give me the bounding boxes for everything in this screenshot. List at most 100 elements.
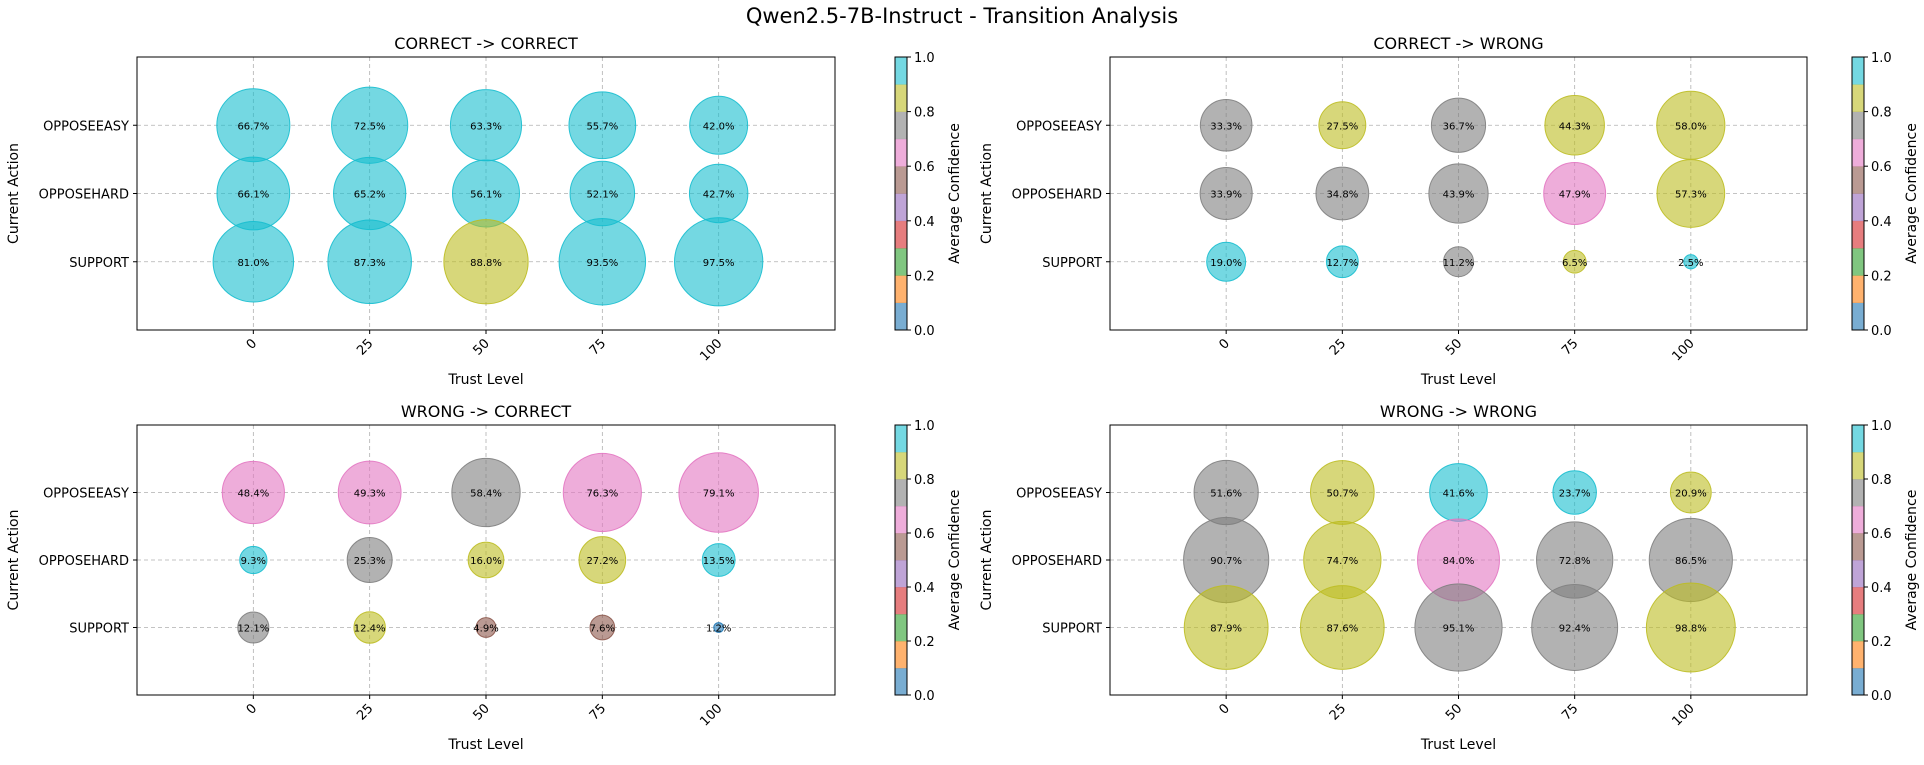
panel-correct-wrong: CORRECT -> WRONG 33.3% 27.5% 36.7% 44.3% 58.0… [979,34,1920,388]
bubble-label: 97.5% [703,258,735,269]
bubble [1414,583,1503,672]
bubble [1443,246,1474,278]
colorbar-frame [894,56,908,331]
bubble-label: 95.1% [1443,624,1475,635]
y-tick-label: SUPPORT [69,256,129,271]
x-tick-label: 75 [1559,701,1581,723]
bubble-label: 52.1% [586,190,618,201]
colorbar-segment [895,111,907,140]
colorbar-frame [1851,424,1865,696]
bubble [1543,162,1607,225]
bubble-label: 87.9% [1210,624,1242,635]
bubble [1531,584,1619,671]
panel-title: CORRECT -> WRONG [1373,34,1543,53]
bubble-label: 93.5% [586,258,618,269]
colorbar-segment [1852,220,1864,249]
colorbar-segment [895,668,907,696]
bubble [713,622,725,633]
bubble-label: 34.8% [1326,190,1358,201]
colorbar-segment [895,302,907,331]
bubble-label: 56.1% [470,190,502,201]
bubble-label: 33.9% [1210,190,1242,201]
panel-wrong-correct: WRONG -> CORRECT 48.4% 49.3% 58.4% 76.3% 79.1… [6,402,963,753]
bubble-label: 58.4% [470,489,502,500]
colorbar-segment [895,614,907,642]
bubble-label: 98.8% [1675,624,1707,635]
colorbar: 0.0 0.2 0.4 0.6 0.8 1.0 Average Confidence [894,51,963,339]
bubble [578,536,627,584]
bubble [239,545,268,575]
bubble [1552,470,1597,515]
bubble [443,219,529,305]
colorbar-segment [1852,275,1864,303]
bubble-label: 12.4% [354,624,386,635]
x-tick-label: 0 [244,701,260,717]
colorbar-label: Average Confidence [1904,123,1920,264]
y-tick-label: SUPPORT [69,622,129,637]
colorbar-segment [895,533,907,561]
bubble-label: 66.7% [237,121,269,132]
bubble-labels: 51.6% 50.7% 41.6% 23.7% 20.9% 90.7% 74.7% 84.0%… [1210,489,1706,635]
bubble-label: 79.1% [703,489,735,500]
y-tick-label: OPPOSEEASY [43,487,129,502]
colorbar-tick-label: 0.8 [1871,473,1892,488]
bubble [1645,582,1736,673]
colorbar-segment [1852,506,1864,534]
bubble-label: 42.7% [703,190,735,201]
colorbar-tick-label: 1.0 [914,419,935,434]
bubble-label: 23.7% [1559,489,1591,500]
colorbar-segment [1852,587,1864,615]
y-tick-label: OPPOSEEASY [1016,487,1102,502]
bubble-label: 63.3% [470,121,502,132]
x-tick-label: 50 [471,701,493,723]
bubble-label: 16.0% [470,556,502,567]
colorbar-segment [1852,668,1864,696]
bubble [1318,101,1367,150]
bubble [212,221,295,303]
figure-title: Qwen2.5-7B-Instruct - Transition Analysi… [745,4,1179,28]
bubble-label: 27.5% [1326,121,1358,132]
bubble-label: 74.7% [1326,556,1358,567]
colorbar-segment [1852,479,1864,507]
colorbar-segment [895,560,907,588]
bubble-label: 19.0% [1210,258,1242,269]
bubble-label: 49.3% [354,489,386,500]
x-tick-label: 75 [587,336,609,358]
colorbar-segment [1852,533,1864,561]
y-axis-label: Current Action [979,510,995,611]
x-tick-label: 100 [697,701,725,729]
x-tick-label: 25 [1327,701,1349,723]
panel-title: CORRECT -> CORRECT [394,34,578,53]
bubble-label: 87.3% [354,258,386,269]
bubble-label: 84.0% [1443,556,1475,567]
colorbar-segment [1852,641,1864,669]
bubble-label: 65.2% [354,190,386,201]
colorbar-tick-label: 0.4 [1871,581,1892,596]
colorbar-segment [1852,614,1864,642]
bubble-label: 87.6% [1326,624,1358,635]
bubble [1299,585,1385,670]
bubble-label: 72.8% [1559,556,1591,567]
colorbar-segment [895,220,907,249]
bubble [562,452,642,533]
colorbar-tick-label: 0.2 [914,635,935,650]
bubble-labels: 33.3% 27.5% 36.7% 44.3% 58.0% 33.9% 34.8% 43.9%… [1210,121,1706,269]
colorbar-segment [1852,560,1864,588]
bubble [1199,98,1253,152]
bubble [1683,254,1699,270]
colorbar-tick-label: 0.0 [914,689,935,704]
colorbar: 0.0 0.2 0.4 0.6 0.8 1.0 Average Confidence [894,419,963,704]
bubble-label: 41.6% [1443,489,1475,500]
bubble-layer [1183,459,1736,673]
colorbar-label: Average Confidence [947,490,963,631]
colorbar-segment [895,138,907,167]
bubble-label: 42.0% [703,121,735,132]
colorbar-label: Average Confidence [1904,490,1920,631]
bubble-label: 33.3% [1210,121,1242,132]
bubble [1669,471,1712,514]
colorbar-segment [895,57,907,85]
bubble [678,452,759,533]
bubble [467,541,505,579]
bubble [1562,249,1587,274]
y-tick-label: OPPOSEHARD [1012,554,1102,569]
